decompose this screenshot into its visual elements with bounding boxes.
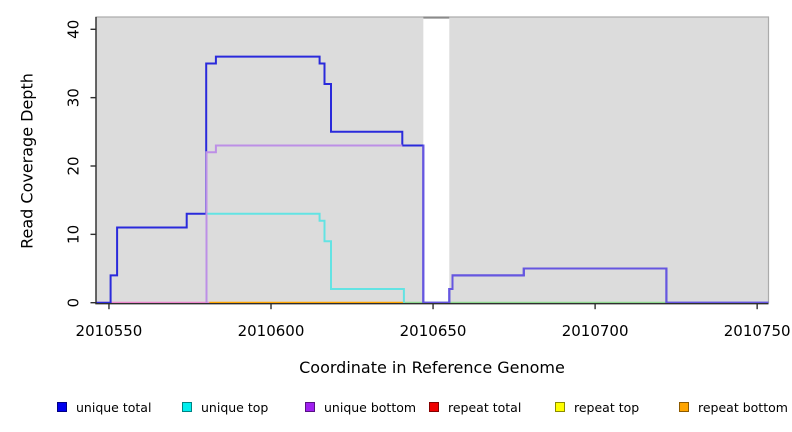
legend-item-unique-total: unique total <box>57 398 151 416</box>
legend-swatch-icon <box>429 402 439 412</box>
legend-label: unique bottom <box>324 399 417 415</box>
legend-item-repeat-top: repeat top <box>555 398 639 416</box>
y-tick-label: 40 <box>65 20 83 39</box>
legend-label: repeat total <box>448 399 522 415</box>
y-tick-label: 30 <box>64 88 82 107</box>
y-tick-label: 0 <box>65 298 83 308</box>
legend-label: unique total <box>76 399 152 415</box>
x-axis-title: Coordinate in Reference Genome <box>299 358 565 377</box>
gap-band <box>423 17 450 303</box>
legend-item-repeat-bottom: repeat bottom <box>679 398 788 416</box>
x-tick-label: 2010650 <box>400 322 467 340</box>
y-tick-label: 10 <box>64 225 82 244</box>
legend-label: repeat top <box>574 399 640 415</box>
series-unique-top <box>206 212 405 303</box>
legend-swatch-icon <box>679 402 689 412</box>
x-tick-label: 2010750 <box>724 322 791 340</box>
legend-item-unique-top: unique top <box>182 398 268 416</box>
legend-item-unique-bottom: unique bottom <box>305 398 416 416</box>
legend-swatch-icon <box>555 402 565 412</box>
legend-swatch-icon <box>305 402 315 412</box>
legend-label: unique top <box>201 399 269 415</box>
y-tick-label: 20 <box>65 156 83 175</box>
x-tick-label: 2010550 <box>76 322 143 340</box>
x-tick-label: 2010700 <box>562 322 629 340</box>
x-tick-label: 2010600 <box>238 322 305 340</box>
series-unique-bottom <box>205 144 403 304</box>
legend-swatch-icon <box>182 402 192 412</box>
legend-swatch-icon <box>57 402 67 412</box>
series-total-bottom-overlap-right <box>422 144 769 304</box>
legend-label: repeat bottom <box>698 399 788 415</box>
legend-item-repeat-total: repeat total <box>429 398 521 416</box>
